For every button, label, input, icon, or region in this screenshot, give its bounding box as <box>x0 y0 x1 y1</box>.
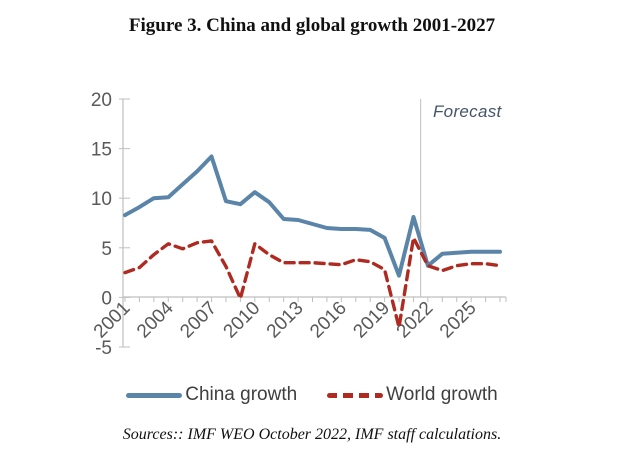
legend-item-china: China growth <box>126 384 297 406</box>
world-dashed-swatch <box>327 392 384 398</box>
china-line-swatch <box>126 392 183 398</box>
series-line-world <box>123 236 502 329</box>
source-note: Sources:: IMF WEO October 2022, IMF staf… <box>122 426 502 443</box>
y-tick-label: 5 <box>101 239 112 260</box>
x-tick-label: 2007 <box>176 298 221 343</box>
x-tick-label: 2004 <box>133 297 178 342</box>
x-tick-label: 2001 <box>90 298 135 343</box>
y-tick-label: 15 <box>91 140 112 161</box>
x-tick-label: 2010 <box>220 298 265 343</box>
figure-title: Figure 3. China and global growth 2001-2… <box>128 15 496 36</box>
y-tick-label: -5 <box>95 338 112 359</box>
series-line-china <box>123 154 502 278</box>
legend-label-world: World growth <box>386 384 498 405</box>
x-tick-label: 2025 <box>436 298 481 343</box>
forecast-annotation: Forecast <box>433 102 502 121</box>
x-tick-label: 2019 <box>349 298 394 343</box>
y-tick-label: 0 <box>101 288 112 309</box>
y-tick-label: 10 <box>91 189 112 210</box>
x-tick-label: 2013 <box>263 298 308 343</box>
chart-legend: China growth World growth <box>0 384 624 406</box>
legend-label-china: China growth <box>185 384 298 405</box>
x-tick-label: 2016 <box>306 298 351 343</box>
legend-item-world: World growth <box>327 384 498 406</box>
y-tick-label: 20 <box>91 90 112 111</box>
